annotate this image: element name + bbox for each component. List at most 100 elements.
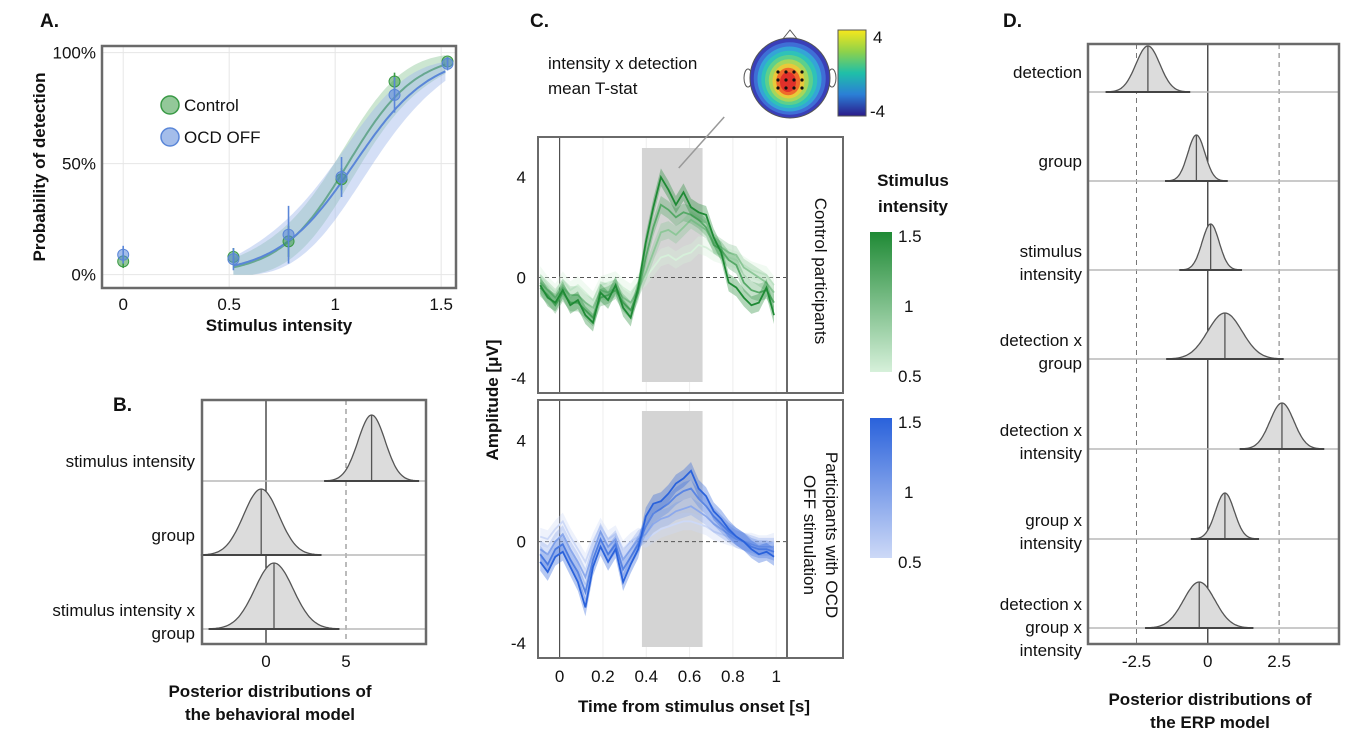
row-label: group [152,624,195,643]
x-tick-label: 1 [330,295,339,314]
row-label: group [152,526,195,545]
legend-label: OCD OFF [184,128,261,147]
y-axis-label: Probability of detection [30,73,49,262]
x-axis-label: Posterior distributions of [168,682,371,701]
x-tick-label: 0.5 [217,295,241,314]
y-tick-label: 4 [517,431,526,450]
x-tick-label: 1.5 [429,295,453,314]
panel-letter-b: B. [113,395,132,416]
facet-label: Participants with OCD [822,452,841,618]
intensity-tick-label: 1.5 [898,227,922,246]
y-axis-label: Amplitude [μV] [483,340,502,461]
x-axis-label: Time from stimulus onset [s] [578,697,810,716]
facet-strip [786,136,844,394]
row-label: intensity [1020,265,1083,284]
fit-confidence-band [233,61,446,275]
fit-confidence-band [233,55,446,275]
facet-strip [786,399,844,659]
topomap-electrode [784,70,788,74]
topomap-electrode [792,78,796,82]
legend-label: Control [184,96,239,115]
topomap-electrode [800,78,804,82]
intensity-colorbar [870,232,892,372]
topomap-electrode [792,86,796,90]
y-tick-label: 0% [71,266,96,285]
plot-background [202,400,426,644]
facet-label: OFF stimulation [800,475,819,595]
plot-frame [1086,42,1341,646]
row-label: stimulus intensity [66,452,196,471]
x-tick-label: 0 [555,667,564,686]
topomap-electrode [776,70,780,74]
topomap-nose [781,29,799,41]
row-label: detection x [1000,595,1083,614]
legend-marker [160,95,180,115]
series-line [539,505,774,580]
y-tick-label: -4 [511,369,526,388]
intensity-tick-label: 0.5 [898,553,922,572]
y-tick-label: 50% [62,155,96,174]
row-label: detection [1013,63,1082,82]
intensity-tick-label: 1 [904,483,913,502]
row-label: group x [1025,511,1082,530]
x-tick-label: 0.6 [678,667,702,686]
topomap-electrode [800,86,804,90]
data-point [117,248,130,261]
intensity-tick-label: 1 [904,297,913,316]
data-point [441,57,454,70]
y-tick-label: 0 [517,533,526,552]
row-label: group [1039,354,1082,373]
series-band [540,211,774,317]
x-tick-label: 0 [1203,652,1212,671]
row-label: group [1039,152,1082,171]
panel-c-erp-plot: -4 0 4 Control participants 1.5 1 0.5 -4 0 4 Parti… [483,28,949,716]
data-point [227,253,240,266]
topomap-colorbar [837,29,867,117]
row-label: intensity [1020,444,1083,463]
intensity-tick-label: 1.5 [898,413,922,432]
topomap-electrode [776,78,780,82]
row-label: stimulus [1020,242,1082,261]
row-label: intensity [1020,641,1083,660]
plot-frame [100,44,458,290]
topomap-connector [678,116,725,169]
intensity-tick-label: 0.5 [898,367,922,386]
series-line [539,469,775,608]
x-tick-label: 0.8 [721,667,745,686]
panel-letter-d: D. [1003,11,1022,32]
topo-colorbar-tick: -4 [870,102,885,121]
y-tick-label: 4 [517,168,526,187]
data-point [335,170,348,183]
topomap-electrode [800,70,804,74]
series-line [539,218,775,310]
row-label: intensity [1020,534,1083,553]
topomap-title: intensity x detection [548,54,697,73]
topo-colorbar-tick: 4 [873,28,882,47]
topomap-contour [780,72,796,92]
fit-curve [233,70,446,267]
x-axis-label: Posterior distributions of [1108,690,1311,709]
topomap-electrode [784,78,788,82]
y-tick-label: 0 [517,269,526,288]
series-line [539,243,775,302]
intensity-legend-title: intensity [878,197,948,216]
data-point [282,228,295,241]
row-label: detection x [1000,421,1083,440]
x-axis-label: the ERP model [1150,713,1270,732]
x-tick-label: 5 [341,652,350,671]
x-tick-label: 0 [118,295,127,314]
series-band [540,479,774,602]
x-tick-label: 0 [261,652,270,671]
panel-d-posterior-plot: detection group stimulus intensity detection… [1000,42,1341,732]
facet-label: Control participants [811,198,830,344]
intensity-colorbar [870,418,892,558]
topomap-electrode [784,86,788,90]
panel-letter-a: A. [40,11,59,32]
intensity-legend-title: Stimulus [877,171,949,190]
series-band [540,497,774,586]
panel-letter-c: C. [530,11,549,32]
topomap-electrode [776,86,780,90]
plot-frame [200,398,428,646]
y-tick-label: 100% [53,44,96,63]
